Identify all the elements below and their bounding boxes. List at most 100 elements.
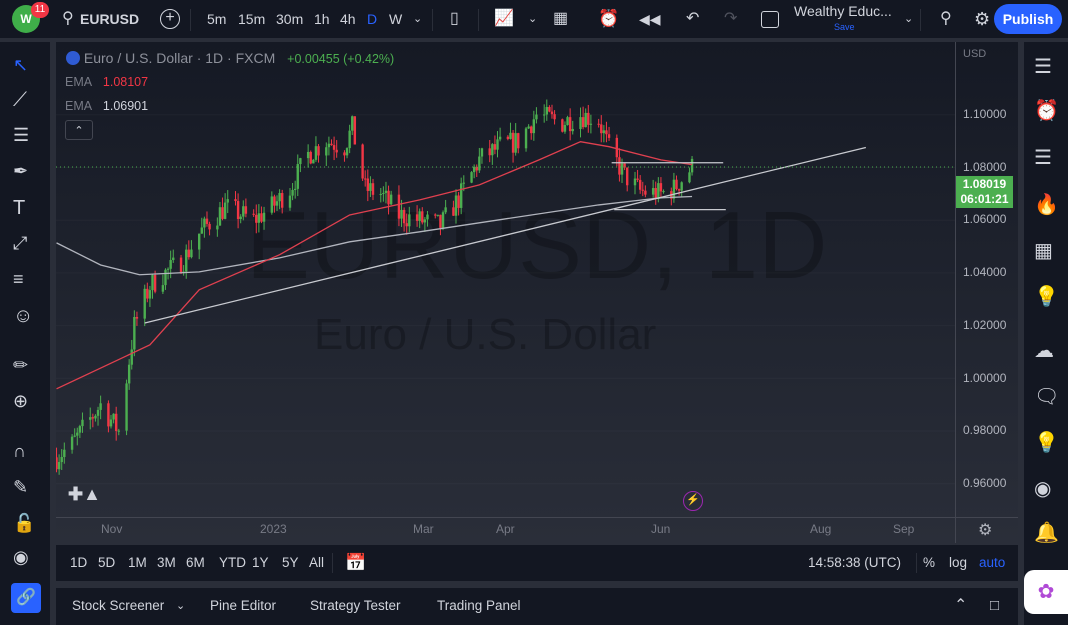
- add-list-icon[interactable]: ☰: [1034, 147, 1052, 169]
- lock-drawing-icon[interactable]: ✎: [13, 477, 29, 497]
- log-toggle[interactable]: log: [949, 555, 968, 570]
- symbol-title[interactable]: Euro / U.S. Dollar · 1D · FXCM: [83, 50, 276, 66]
- add-symbol-icon[interactable]: +: [160, 9, 180, 29]
- candle-down: [153, 274, 157, 292]
- hotlist-icon[interactable]: 🔥: [1034, 194, 1059, 216]
- watchlist-icon[interactable]: ☰: [1034, 56, 1052, 78]
- layout-grid-icon[interactable]: ▦: [553, 10, 569, 27]
- interval-d[interactable]: D: [367, 11, 378, 27]
- candle-up: [197, 233, 201, 250]
- range-ytd[interactable]: YTD: [219, 555, 246, 570]
- tab-strategy-tester[interactable]: Strategy Tester: [310, 598, 401, 613]
- candle-down: [641, 189, 644, 191]
- candle-down: [550, 111, 554, 115]
- eye-icon[interactable]: ◉: [13, 547, 29, 567]
- streams-icon[interactable]: ☁: [1034, 340, 1054, 362]
- price-plot[interactable]: [56, 42, 955, 517]
- price-tick: 1.10000: [963, 107, 1007, 121]
- candle-up: [262, 212, 266, 222]
- lock-icon[interactable]: 🔓: [13, 513, 36, 533]
- symbol-search[interactable]: EURUSD: [80, 11, 140, 27]
- interval-5m[interactable]: 5m: [207, 11, 227, 27]
- candle-up: [524, 128, 528, 149]
- interval-30m[interactable]: 30m: [276, 11, 304, 27]
- assistant-brain-icon[interactable]: ✿: [1024, 570, 1068, 614]
- ideas-icon[interactable]: 💡: [1034, 286, 1059, 308]
- range-3m[interactable]: 3M: [157, 555, 176, 570]
- currency-selector[interactable]: USD: [963, 48, 987, 60]
- pattern-icon[interactable]: ⤢: [13, 233, 28, 253]
- save-button[interactable]: Save: [834, 22, 855, 32]
- range-1d[interactable]: 1D: [70, 555, 88, 570]
- collapse-panel-icon[interactable]: ⌃: [954, 597, 968, 614]
- candle-up: [164, 269, 167, 286]
- forecast-icon[interactable]: ≡: [13, 269, 24, 289]
- candle-up: [436, 214, 440, 216]
- alert-add-icon[interactable]: ⏰: [598, 9, 620, 28]
- go-to-date-icon[interactable]: 📅: [345, 553, 367, 572]
- tab-stock-screener[interactable]: Stock Screener: [72, 598, 165, 613]
- gear-icon[interactable]: ⚙: [974, 9, 991, 29]
- interval-1h[interactable]: 1h: [314, 11, 330, 27]
- candles-icon[interactable]: ▯: [450, 10, 459, 27]
- trendline-icon[interactable]: ⟋: [13, 89, 27, 111]
- calendar-icon[interactable]: ▦: [1034, 240, 1053, 262]
- fullscreen-icon[interactable]: [761, 11, 779, 28]
- layout-name[interactable]: Wealthy Educ...: [794, 3, 892, 19]
- candle-down: [421, 211, 424, 223]
- ema-legend-1[interactable]: EMA 1.08107: [65, 75, 148, 89]
- candle-down: [107, 403, 110, 427]
- percent-toggle[interactable]: %: [923, 555, 936, 570]
- link-icon[interactable]: 🔗: [11, 583, 41, 613]
- range-1y[interactable]: 1Y: [252, 555, 269, 570]
- broadcast-icon[interactable]: ◉: [1034, 478, 1052, 500]
- interval-w[interactable]: W: [389, 11, 403, 27]
- zoom-in-icon[interactable]: ⊕: [13, 391, 29, 411]
- publish-button[interactable]: Publish: [994, 4, 1062, 34]
- ruler-icon[interactable]: ✏: [13, 355, 29, 375]
- range-1m[interactable]: 1M: [128, 555, 147, 570]
- range-5d[interactable]: 5D: [98, 555, 116, 570]
- notifications-bell-icon[interactable]: 🔔: [1034, 522, 1059, 544]
- candle-up: [296, 164, 299, 189]
- help-icon[interactable]: 💡: [1034, 432, 1059, 454]
- candle-up: [125, 383, 128, 431]
- utc-clock[interactable]: 14:58:38 (UTC): [808, 555, 902, 570]
- price-tick: 0.96000: [963, 475, 1007, 490]
- collapse-legend-button[interactable]: ⌃: [65, 120, 93, 140]
- candle-down: [638, 179, 642, 190]
- candle-down: [114, 413, 118, 431]
- chevron-down-icon[interactable]: ⌄: [413, 13, 423, 25]
- ema-legend-2[interactable]: EMA 1.06901: [65, 99, 148, 113]
- alarm-clock-icon[interactable]: ⏰: [1034, 100, 1059, 122]
- chart-pane[interactable]: EURUSD, 1D Euro / U.S. Dollar Euro / U.S…: [56, 42, 1018, 543]
- cursor-icon[interactable]: ↖: [13, 55, 29, 75]
- chevron-down-icon[interactable]: ⌄: [904, 13, 914, 25]
- tab-pine-editor[interactable]: Pine Editor: [210, 598, 277, 613]
- search-icon[interactable]: ⚲: [62, 10, 74, 27]
- chevron-down-icon[interactable]: ⌄: [528, 13, 538, 25]
- interval-4h[interactable]: 4h: [340, 11, 356, 27]
- emoji-icon[interactable]: ☺: [13, 305, 34, 327]
- axis-settings-icon[interactable]: ⚙: [978, 522, 993, 539]
- redo-icon[interactable]: ↷: [724, 10, 738, 27]
- text-icon[interactable]: T: [13, 197, 26, 219]
- chat-icon[interactable]: 🗨: [1034, 386, 1060, 408]
- candle-up: [426, 214, 429, 220]
- quick-search-icon[interactable]: ⚲: [940, 10, 952, 27]
- range-all[interactable]: All: [309, 555, 325, 570]
- chevron-down-icon[interactable]: ⌄: [176, 600, 186, 612]
- brush-icon[interactable]: ✒: [13, 161, 29, 181]
- indicators-icon[interactable]: 📈: [494, 10, 514, 27]
- range-6m[interactable]: 6M: [186, 555, 205, 570]
- range-5y[interactable]: 5Y: [282, 555, 299, 570]
- undo-icon[interactable]: ↶: [686, 10, 700, 27]
- replay-icon[interactable]: ◀◀: [639, 11, 661, 27]
- auto-toggle[interactable]: auto: [979, 555, 1006, 570]
- magnet-icon[interactable]: ∩: [13, 441, 26, 461]
- interval-15m[interactable]: 15m: [238, 11, 266, 27]
- maximize-panel-icon[interactable]: □: [990, 597, 1000, 614]
- tab-trading-panel[interactable]: Trading Panel: [437, 598, 521, 613]
- lightning-event-icon[interactable]: ⚡: [683, 491, 703, 511]
- horizontal-lines-icon[interactable]: ☰: [13, 125, 30, 145]
